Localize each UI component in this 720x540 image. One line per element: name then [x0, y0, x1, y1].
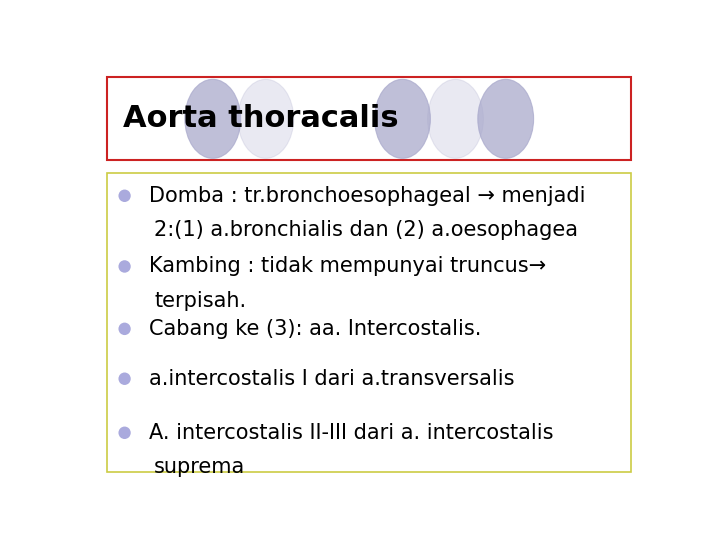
Ellipse shape — [428, 79, 483, 158]
FancyBboxPatch shape — [107, 77, 631, 160]
Ellipse shape — [119, 427, 131, 439]
Text: Aorta thoracalis: Aorta thoracalis — [124, 104, 399, 133]
Ellipse shape — [119, 190, 131, 202]
Ellipse shape — [374, 79, 431, 158]
Text: Domba : tr.bronchoesophageal → menjadi: Domba : tr.bronchoesophageal → menjadi — [148, 186, 585, 206]
Text: 2:(1) a.bronchialis dan (2) a.oesophagea: 2:(1) a.bronchialis dan (2) a.oesophagea — [154, 220, 578, 240]
Text: suprema: suprema — [154, 457, 246, 477]
Text: Kambing : tidak mempunyai truncus→: Kambing : tidak mempunyai truncus→ — [148, 256, 546, 276]
Text: terpisah.: terpisah. — [154, 291, 246, 310]
Text: Cabang ke (3): aa. Intercostalis.: Cabang ke (3): aa. Intercostalis. — [148, 319, 481, 339]
Ellipse shape — [185, 79, 240, 158]
FancyBboxPatch shape — [107, 173, 631, 472]
Ellipse shape — [478, 79, 534, 158]
Ellipse shape — [119, 373, 131, 385]
Ellipse shape — [119, 260, 131, 273]
Text: a.intercostalis I dari a.transversalis: a.intercostalis I dari a.transversalis — [148, 369, 514, 389]
Ellipse shape — [119, 322, 131, 335]
Text: A. intercostalis II-III dari a. intercostalis: A. intercostalis II-III dari a. intercos… — [148, 423, 553, 443]
Ellipse shape — [238, 79, 294, 158]
